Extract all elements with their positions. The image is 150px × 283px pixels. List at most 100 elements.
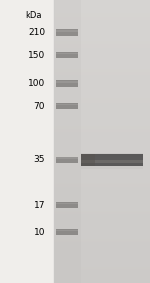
Bar xyxy=(56,29,78,36)
Bar xyxy=(54,236,150,238)
Bar xyxy=(54,85,150,86)
Bar xyxy=(54,57,150,58)
Bar xyxy=(81,154,94,166)
Text: 17: 17 xyxy=(33,201,45,210)
Bar xyxy=(54,82,150,83)
Bar xyxy=(54,177,150,178)
Bar xyxy=(54,11,150,13)
Text: 70: 70 xyxy=(33,102,45,111)
Bar xyxy=(54,78,150,79)
Bar xyxy=(54,208,150,209)
Bar xyxy=(54,133,150,134)
Bar xyxy=(54,181,150,183)
Bar xyxy=(54,106,150,108)
Bar xyxy=(54,42,150,44)
Bar xyxy=(54,241,150,242)
Bar xyxy=(54,256,150,258)
Bar xyxy=(54,265,150,266)
Bar xyxy=(54,151,150,153)
Bar xyxy=(54,238,150,239)
Bar xyxy=(54,112,150,113)
Bar xyxy=(54,24,150,25)
Bar xyxy=(54,89,150,91)
Bar xyxy=(54,267,150,269)
Text: 210: 210 xyxy=(28,28,45,37)
Bar xyxy=(54,187,150,188)
Bar xyxy=(54,279,150,280)
Bar xyxy=(54,3,150,4)
Bar xyxy=(54,130,150,132)
Bar xyxy=(81,160,142,163)
Bar xyxy=(54,150,150,151)
Bar xyxy=(54,207,150,208)
Bar xyxy=(54,47,150,48)
Bar xyxy=(54,27,150,28)
Bar xyxy=(54,225,150,226)
Bar xyxy=(54,83,150,85)
Bar xyxy=(54,146,150,147)
Bar xyxy=(54,65,150,67)
Bar xyxy=(54,14,150,16)
Bar xyxy=(54,266,150,267)
Text: kDa: kDa xyxy=(26,11,42,20)
Bar xyxy=(54,158,150,160)
Bar xyxy=(54,96,150,98)
Bar xyxy=(54,275,150,276)
Bar xyxy=(54,185,150,187)
Bar xyxy=(54,98,150,99)
Bar xyxy=(54,194,150,195)
Bar xyxy=(54,95,150,96)
Bar xyxy=(54,156,150,157)
Bar xyxy=(54,214,150,215)
Bar xyxy=(54,21,150,23)
Bar xyxy=(54,23,150,24)
Bar xyxy=(54,280,150,282)
Bar xyxy=(54,45,150,47)
Bar xyxy=(54,235,150,236)
Bar xyxy=(54,253,150,255)
Bar xyxy=(54,192,150,194)
Bar xyxy=(54,219,150,221)
Bar xyxy=(54,239,150,241)
Bar xyxy=(54,0,150,1)
Bar xyxy=(54,167,150,168)
Bar xyxy=(54,205,150,207)
Bar xyxy=(54,10,150,11)
Bar xyxy=(56,229,78,235)
Text: 150: 150 xyxy=(28,51,45,60)
Bar xyxy=(54,137,150,139)
Bar xyxy=(54,231,150,232)
Bar xyxy=(54,170,150,171)
Bar xyxy=(54,0,81,283)
Bar xyxy=(54,40,150,41)
Bar xyxy=(54,276,150,277)
Bar xyxy=(54,48,150,50)
Bar xyxy=(54,92,150,93)
Bar xyxy=(54,91,150,92)
Bar xyxy=(54,81,150,82)
Bar xyxy=(54,51,150,52)
Bar xyxy=(54,143,150,144)
Bar xyxy=(54,119,150,120)
Bar xyxy=(54,62,150,64)
Bar xyxy=(54,25,150,27)
Bar xyxy=(54,16,150,17)
Bar xyxy=(56,81,78,83)
Bar xyxy=(54,33,150,34)
Bar xyxy=(54,259,150,260)
Bar xyxy=(54,132,150,133)
Bar xyxy=(54,272,150,273)
Bar xyxy=(54,262,150,263)
Bar xyxy=(54,68,150,69)
Bar xyxy=(54,202,150,204)
Bar xyxy=(54,41,150,42)
Bar xyxy=(56,104,78,105)
Bar xyxy=(54,226,150,228)
Bar xyxy=(54,269,150,270)
Bar xyxy=(54,113,150,115)
Bar xyxy=(54,50,150,51)
Bar xyxy=(54,30,150,31)
Bar xyxy=(54,140,150,142)
Bar xyxy=(54,166,150,167)
Bar xyxy=(54,61,150,62)
